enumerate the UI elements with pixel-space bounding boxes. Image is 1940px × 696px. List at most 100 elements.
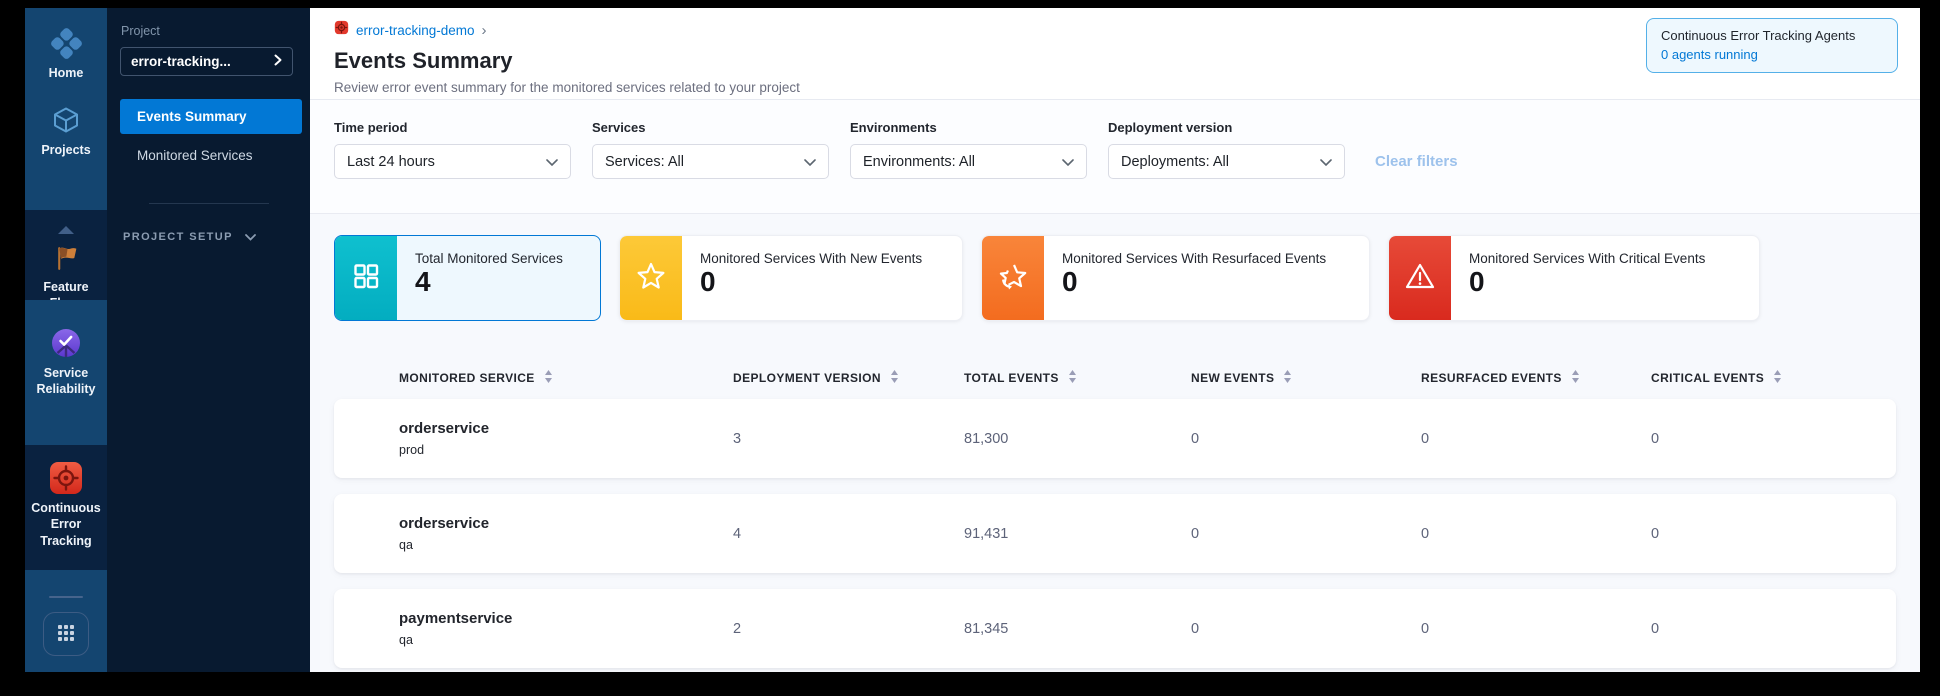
service-name: paymentservice <box>399 610 513 627</box>
nav-item-monitored-services[interactable]: Monitored Services <box>120 138 302 173</box>
sort-icon[interactable] <box>1571 369 1580 387</box>
nav-divider <box>148 203 269 204</box>
total-events-value: 91,431 <box>964 525 1009 542</box>
table-header-row: MONITORED SERVICE DEPLOYMENT VERSION TOT… <box>334 355 1896 399</box>
resurfaced-events-value: 0 <box>1421 430 1430 447</box>
column-header-critical-events[interactable]: CRITICAL EVENTS <box>1651 369 1896 387</box>
filter-deployment-version: Deployment version Deployments: All <box>1108 120 1345 213</box>
resurfaced-events-value: 0 <box>1421 620 1430 637</box>
environments-select[interactable]: Environments: All <box>850 144 1087 179</box>
sort-icon[interactable] <box>1283 369 1292 387</box>
agents-box-title: Continuous Error Tracking Agents <box>1661 28 1856 43</box>
rail-item-label: Service Reliability <box>36 366 96 397</box>
page-title: Events Summary <box>334 48 513 73</box>
deployments-select[interactable]: Deployments: All <box>1108 144 1345 179</box>
agents-status-box: Continuous Error Tracking Agents 0 agent… <box>1646 18 1898 73</box>
filter-label: Time period <box>334 120 408 135</box>
card-title: Monitored Services With Critical Events <box>1469 251 1706 266</box>
rail-section-top: Home Projects <box>25 8 107 210</box>
card-total-monitored-services[interactable]: Total Monitored Services 4 <box>334 235 601 321</box>
services-select[interactable]: Services: All <box>592 144 829 179</box>
rail-item-label: Continuous Error Tracking <box>31 501 101 548</box>
card-title: Monitored Services With Resurfaced Event… <box>1062 251 1327 266</box>
table-row[interactable]: orderservice qa 4 91,431 0 0 0 <box>334 494 1896 573</box>
rail-item-service-reliability[interactable]: Service Reliability <box>25 324 107 398</box>
rail-divider <box>49 596 83 598</box>
breadcrumb-separator: › <box>481 21 487 39</box>
rail-item-label: Projects <box>41 143 91 158</box>
table-row[interactable]: orderservice prod 3 81,300 0 0 0 <box>334 399 1896 478</box>
nav-item-label: Events Summary <box>137 109 247 124</box>
card-value: 0 <box>1469 266 1485 297</box>
column-header-label: CRITICAL EVENTS <box>1651 371 1765 385</box>
project-setup-toggle[interactable]: PROJECT SETUP <box>123 228 310 246</box>
agents-running-link[interactable]: 0 agents running <box>1661 47 1758 62</box>
deployment-version-value: 3 <box>733 430 742 447</box>
card-value: 4 <box>415 266 431 297</box>
card-body: Monitored Services With New Events 0 <box>682 236 922 320</box>
filter-environments: Environments Environments: All <box>850 120 1087 213</box>
new-events-value: 0 <box>1191 525 1200 542</box>
card-body: Monitored Services With Critical Events … <box>1451 236 1705 320</box>
reliability-check-icon <box>48 324 84 362</box>
column-header-deployment-version[interactable]: DEPLOYMENT VERSION <box>733 369 964 387</box>
service-cell: orderservice qa <box>334 515 733 552</box>
star-icon <box>635 260 667 297</box>
card-value: 0 <box>1062 266 1078 297</box>
nav-item-events-summary[interactable]: Events Summary <box>120 99 302 134</box>
time-period-select[interactable]: Last 24 hours <box>334 144 571 179</box>
card-title: Monitored Services With New Events <box>700 251 923 266</box>
module-switcher-button[interactable] <box>43 612 89 656</box>
project-selector[interactable]: error-tracking... <box>120 47 293 76</box>
column-header-new-events[interactable]: NEW EVENTS <box>1191 369 1421 387</box>
project-label: Project <box>121 24 160 38</box>
nav-item-label: Monitored Services <box>137 148 253 163</box>
filter-bar: Time period Last 24 hours Services Servi… <box>310 100 1920 214</box>
rail-item-home[interactable]: Home <box>25 24 107 81</box>
project-setup-label: PROJECT SETUP <box>123 231 233 243</box>
card-accent <box>982 236 1044 320</box>
rail-item-continuous-error-tracking[interactable]: Continuous Error Tracking <box>25 459 107 549</box>
column-header-monitored-service[interactable]: MONITORED SERVICE <box>334 369 733 387</box>
breadcrumb-project-link[interactable]: error-tracking-demo <box>356 22 475 38</box>
clear-filters-button[interactable]: Clear filters <box>1375 153 1458 170</box>
table-row[interactable]: paymentservice qa 2 81,345 0 0 0 <box>334 589 1896 668</box>
critical-events-value: 0 <box>1651 525 1660 542</box>
card-body: Total Monitored Services 4 <box>397 236 563 320</box>
cube-icon <box>51 101 81 139</box>
star-resurfaced-icon <box>997 260 1029 297</box>
column-header-resurfaced-events[interactable]: RESURFACED EVENTS <box>1421 369 1651 387</box>
total-events-value: 81,345 <box>964 620 1009 637</box>
column-header-label: RESURFACED EVENTS <box>1421 371 1562 385</box>
select-value: Services: All <box>605 153 684 170</box>
column-header-label: MONITORED SERVICE <box>399 371 535 385</box>
chevron-right-icon <box>274 53 282 71</box>
deployment-version-value: 4 <box>733 525 742 542</box>
sort-icon[interactable] <box>890 369 899 387</box>
card-accent <box>1389 236 1451 320</box>
harness-home-icon <box>50 24 83 62</box>
chevron-down-icon <box>244 228 256 246</box>
scroll-up-chevron-icon[interactable] <box>58 226 74 234</box>
chevron-down-icon <box>1062 154 1074 170</box>
card-resurfaced-events[interactable]: Monitored Services With Resurfaced Event… <box>981 235 1370 321</box>
card-new-events[interactable]: Monitored Services With New Events 0 <box>619 235 963 321</box>
project-nav-panel: Project error-tracking... Events Summary… <box>107 8 310 672</box>
service-name: orderservice <box>399 420 490 437</box>
sort-icon[interactable] <box>544 369 553 387</box>
column-header-total-events[interactable]: TOTAL EVENTS <box>964 369 1191 387</box>
service-name: orderservice <box>399 515 490 532</box>
sort-icon[interactable] <box>1068 369 1077 387</box>
rail-section-reliability: Service Reliability <box>25 300 107 445</box>
sort-icon[interactable] <box>1773 369 1782 387</box>
critical-events-value: 0 <box>1651 620 1660 637</box>
apps-grid-icon <box>57 624 75 645</box>
card-title: Total Monitored Services <box>415 251 563 266</box>
rail-item-projects[interactable]: Projects <box>25 101 107 158</box>
select-value: Deployments: All <box>1121 153 1229 170</box>
filter-time-period: Time period Last 24 hours <box>334 120 571 213</box>
filter-label: Deployment version <box>1108 120 1233 135</box>
chevron-down-icon <box>546 154 558 170</box>
chevron-down-icon <box>1320 154 1332 170</box>
card-critical-events[interactable]: Monitored Services With Critical Events … <box>1388 235 1760 321</box>
